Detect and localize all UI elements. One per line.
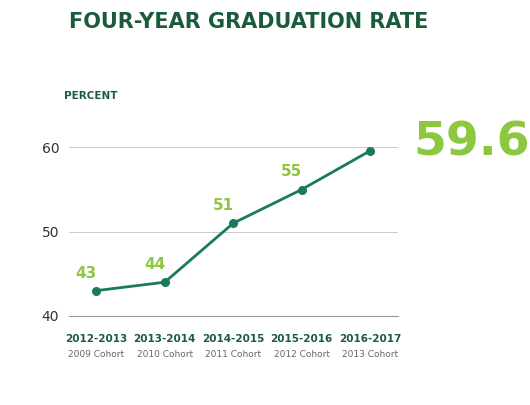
Text: FOUR-YEAR GRADUATION RATE: FOUR-YEAR GRADUATION RATE — [69, 12, 428, 32]
Text: 2014-2015: 2014-2015 — [202, 334, 264, 344]
Text: PERCENT: PERCENT — [64, 91, 117, 101]
Text: 2016-2017: 2016-2017 — [339, 334, 401, 344]
Text: 2011 Cohort: 2011 Cohort — [205, 350, 261, 359]
Text: 44: 44 — [144, 257, 165, 272]
Text: 2009 Cohort: 2009 Cohort — [68, 350, 125, 359]
Text: 2012 Cohort: 2012 Cohort — [273, 350, 330, 359]
Text: 43: 43 — [75, 266, 96, 281]
Text: 2010 Cohort: 2010 Cohort — [137, 350, 193, 359]
Text: 55: 55 — [281, 164, 302, 179]
Text: 2015-2016: 2015-2016 — [270, 334, 333, 344]
Text: 2013 Cohort: 2013 Cohort — [342, 350, 398, 359]
Text: 59.6: 59.6 — [413, 121, 530, 166]
Text: 2012-2013: 2012-2013 — [65, 334, 127, 344]
Text: 2013-2014: 2013-2014 — [134, 334, 196, 344]
Text: 51: 51 — [213, 198, 234, 213]
